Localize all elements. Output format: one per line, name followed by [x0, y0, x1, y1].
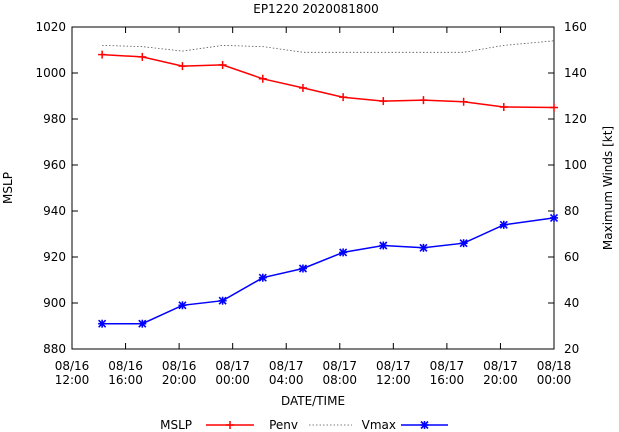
y-tick-label: 880 — [43, 342, 66, 356]
y2-tick-label: 80 — [564, 204, 579, 218]
legend-label-penv: Penv — [269, 418, 298, 432]
vmax-point — [178, 301, 187, 310]
mslp-point — [258, 74, 267, 83]
y-tick-label: 900 — [43, 296, 66, 310]
y2-tick-label: 100 — [564, 158, 587, 172]
mslp-point — [379, 97, 388, 106]
series-layer — [98, 40, 559, 328]
x-axis-ticks: 08/16 12:00 08/16 16:00 08/16 20:00 08/17 00:00… — [55, 27, 572, 387]
y-axis-label: MSLP — [1, 172, 15, 204]
y2-axis-ticks: 20 40 60 80 100 120 140 160 — [548, 20, 587, 356]
y2-tick-label: 40 — [564, 296, 579, 310]
x-tick-label: 08/16 20:00 — [162, 359, 197, 387]
mslp-point — [98, 50, 107, 59]
mslp-point — [218, 60, 227, 69]
x-tick-label: 08/16 12:00 — [55, 359, 90, 387]
y2-tick-label: 20 — [564, 342, 579, 356]
vmax-point — [218, 296, 227, 305]
legend-label-mslp: MSLP — [160, 418, 192, 432]
mslp-point — [499, 103, 508, 112]
y-tick-label: 1000 — [35, 66, 66, 80]
vmax-point — [419, 243, 428, 252]
vmax-point — [258, 273, 267, 282]
y-tick-label: 920 — [43, 250, 66, 264]
vmax-line — [102, 217, 555, 325]
x-tick-label: 08/17 12:00 — [376, 359, 411, 387]
mslp-point — [459, 97, 468, 106]
y2-tick-label: 120 — [564, 112, 587, 126]
legend-label-vmax: Vmax — [362, 418, 396, 432]
vmax-point — [298, 264, 308, 273]
mslp-point — [419, 96, 428, 105]
legend-marker-vmax — [420, 420, 429, 430]
mslp-point — [226, 421, 234, 429]
vmax-point — [138, 319, 147, 328]
chart-title: EP1220 2020081800 — [253, 2, 379, 16]
y-axis-ticks: 880 900 920 940 960 980 1000 1020 — [35, 20, 78, 356]
vmax-point — [549, 213, 559, 222]
vmax-point — [499, 220, 508, 229]
y-tick-label: 960 — [43, 158, 66, 172]
plot-frame — [71, 26, 555, 350]
mslp-point — [178, 62, 187, 71]
mslp-line — [102, 53, 555, 109]
x-tick-label: 08/17 20:00 — [483, 359, 518, 387]
y2-tick-label: 60 — [564, 250, 579, 264]
x-tick-label: 08/17 04:00 — [269, 359, 304, 387]
mslp-point — [138, 52, 147, 61]
x-tick-label: 08/17 00:00 — [215, 359, 250, 387]
y2-tick-label: 140 — [564, 66, 587, 80]
y-tick-label: 940 — [43, 204, 66, 218]
plot-border — [71, 26, 555, 350]
x-tick-label: 08/18 00:00 — [537, 359, 572, 387]
x-axis-label: DATE/TIME — [281, 394, 345, 408]
y-tick-label: 980 — [43, 112, 66, 126]
vmax-point — [98, 319, 107, 328]
vmax-point — [379, 241, 388, 250]
penv-line — [102, 40, 555, 53]
x-tick-label: 08/17 16:00 — [430, 359, 465, 387]
mslp-point — [298, 83, 307, 92]
x-tick-label: 08/17 08:00 — [322, 359, 357, 387]
mslp-point — [550, 103, 558, 112]
mslp-point — [339, 93, 348, 102]
y2-tick-label: 160 — [564, 20, 587, 34]
y-tick-label: 1020 — [35, 20, 66, 34]
legend: MSLP Penv Vmax — [160, 418, 448, 432]
y2-axis-label: Maximum Winds [kt] — [601, 126, 615, 250]
x-tick-label: 08/16 16:00 — [108, 359, 143, 387]
vmax-point — [339, 248, 348, 257]
vmax-point — [459, 239, 468, 248]
